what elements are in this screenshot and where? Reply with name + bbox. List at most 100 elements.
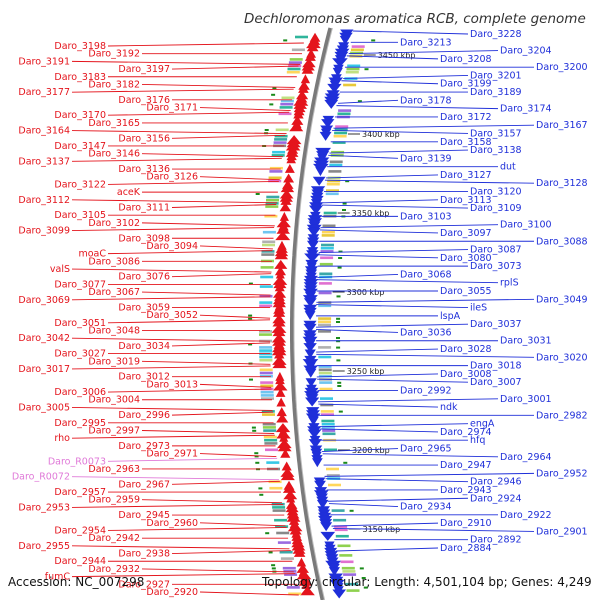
right-gene-label: Daro_3087 (470, 245, 522, 256)
left-gene-label: Daro_3004 (88, 395, 140, 406)
right-gene-label: Daro_3001 (500, 394, 552, 405)
category-stripe (271, 154, 285, 157)
left-gene-label: Daro_2973 (118, 441, 170, 452)
rna-marker (248, 282, 253, 285)
left-gene-label: Daro_2957 (54, 487, 106, 498)
forward-gene-arrow (280, 448, 291, 458)
category-stripe (321, 243, 334, 247)
category-stripe (333, 134, 347, 138)
left-leader-line (107, 319, 271, 324)
rna-marker (271, 93, 276, 96)
category-stripe (275, 128, 289, 132)
forward-gene-arrow (293, 109, 304, 119)
left-leader-line (71, 227, 275, 232)
forward-gene-arrow (280, 195, 292, 205)
category-stripe (338, 109, 352, 112)
category-stripe (259, 349, 273, 352)
reverse-gene-arrow (332, 67, 343, 77)
right-gene-label: Daro_2946 (470, 477, 522, 488)
left-leader-line (199, 453, 277, 458)
rna-marker (342, 209, 346, 211)
category-stripe (322, 224, 336, 228)
right-gene-label: Daro_3055 (440, 286, 492, 297)
left-gene-label: Daro_2963 (88, 464, 140, 475)
reverse-gene-arrow (316, 499, 329, 509)
right-leader-line (329, 149, 469, 154)
right-gene-label: ndk (440, 402, 458, 413)
right-gene-label: Daro_2992 (400, 385, 452, 396)
reverse-gene-arrow (312, 176, 326, 186)
left-leader-line (171, 65, 299, 70)
right-leader-line (316, 373, 439, 378)
left-gene-label: Daro_2927 (118, 579, 170, 590)
left-gene-label: Daro_3067 (88, 287, 140, 298)
scale-label: 3450 kbp (378, 51, 416, 60)
rna-marker (338, 257, 343, 259)
left-leader-line (107, 527, 287, 531)
reverse-gene-arrow (308, 439, 322, 449)
category-stripe (331, 509, 345, 512)
scale-marks: 3450 kbp 3400 kbp 3350 kbp 3300 kbp 3250 kbp… (332, 51, 416, 534)
right-gene-label: engA (470, 419, 495, 430)
category-stripe (346, 67, 360, 71)
category-stripe (326, 182, 340, 186)
left-gene-label: Daro_3012 (118, 372, 170, 383)
reverse-gene-arrow (305, 378, 317, 388)
forward-gene-arrow (306, 42, 319, 52)
category-stripe (319, 387, 333, 391)
category-stripe (265, 205, 279, 208)
rna-marker (343, 461, 348, 464)
right-leader-line (328, 503, 399, 507)
category-stripe (259, 368, 273, 372)
category-stripe (259, 304, 273, 308)
category-stripe (329, 163, 343, 167)
left-leader-line (71, 296, 271, 301)
category-stripe (259, 346, 273, 349)
left-leader-line (141, 84, 296, 88)
rna-marker (272, 87, 277, 90)
category-stripe (262, 230, 276, 234)
left-gene-label: Daro_2938 (118, 549, 170, 560)
reverse-gene-arrow (321, 119, 335, 129)
right-gene-label: Daro_2892 (470, 535, 522, 546)
category-stripe (280, 102, 294, 106)
rna-marker (336, 346, 341, 349)
left-gene-label: Daro_2953 (18, 502, 70, 513)
left-gene-label: Daro_3069 (18, 295, 70, 306)
category-stripe (261, 410, 275, 413)
category-stripe (272, 150, 286, 154)
category-stripe (269, 170, 283, 173)
right-leader-line (328, 154, 399, 159)
left-leader-line (199, 245, 273, 250)
right-gene-label: Daro_3080 (440, 253, 492, 264)
category-stripe (274, 518, 288, 522)
reverse-gene-arrow (320, 531, 336, 541)
category-stripe (318, 371, 332, 375)
topology-stats: Topology: circular; Length: 4,501,104 bp… (261, 575, 592, 589)
category-stripe (328, 170, 342, 173)
scale-label: 3200 kbp (352, 446, 390, 455)
category-stripe (259, 285, 273, 288)
right-leader-line (324, 179, 535, 184)
left-gene-label: Daro_3147 (54, 141, 106, 152)
category-stripe (286, 586, 300, 589)
right-gene-label: Daro_3172 (440, 112, 492, 123)
reverse-gene-arrow (319, 131, 332, 141)
left-gene-label: Daro_3126 (146, 172, 198, 183)
category-stripe (319, 381, 333, 384)
scale-label: 3400 kbp (362, 130, 400, 139)
forward-gene-arrow (274, 250, 289, 260)
right-leader-line (316, 298, 535, 303)
category-stripe (266, 195, 280, 199)
left-leader-line (107, 388, 272, 393)
category-stripe (260, 384, 274, 388)
left-leader-line (141, 568, 294, 573)
category-stripe (331, 150, 345, 154)
forward-gene-arrow (279, 202, 291, 212)
rna-marker (345, 180, 350, 183)
right-leader-line (335, 547, 439, 552)
forward-gene-arrow (280, 183, 295, 193)
left-gene-label: Daro_3171 (146, 103, 198, 114)
right-gene-label: Daro_3068 (400, 269, 452, 280)
left-gene-label: Daro_3076 (118, 272, 170, 283)
